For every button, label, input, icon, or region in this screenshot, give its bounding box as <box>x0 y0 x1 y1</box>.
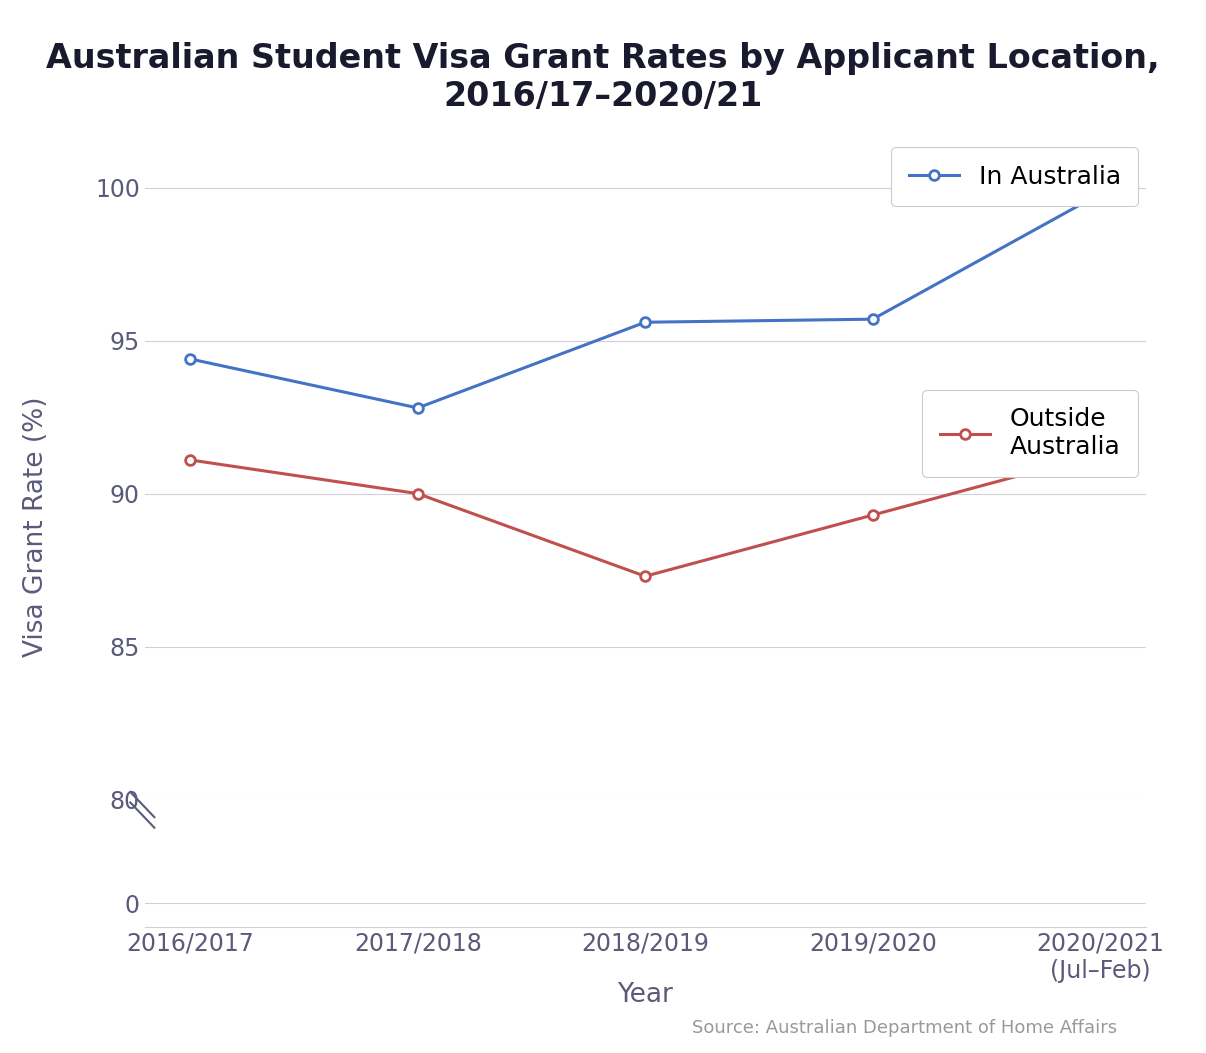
Text: Visa Grant Rate (%): Visa Grant Rate (%) <box>23 396 49 657</box>
Text: Source: Australian Department of Home Affairs: Source: Australian Department of Home Af… <box>692 1019 1117 1037</box>
Text: Australian Student Visa Grant Rates by Applicant Location,
2016/17–2020/21: Australian Student Visa Grant Rates by A… <box>46 42 1160 114</box>
Text: Year: Year <box>617 982 673 1008</box>
Legend: Outside
Australia: Outside Australia <box>923 390 1138 477</box>
